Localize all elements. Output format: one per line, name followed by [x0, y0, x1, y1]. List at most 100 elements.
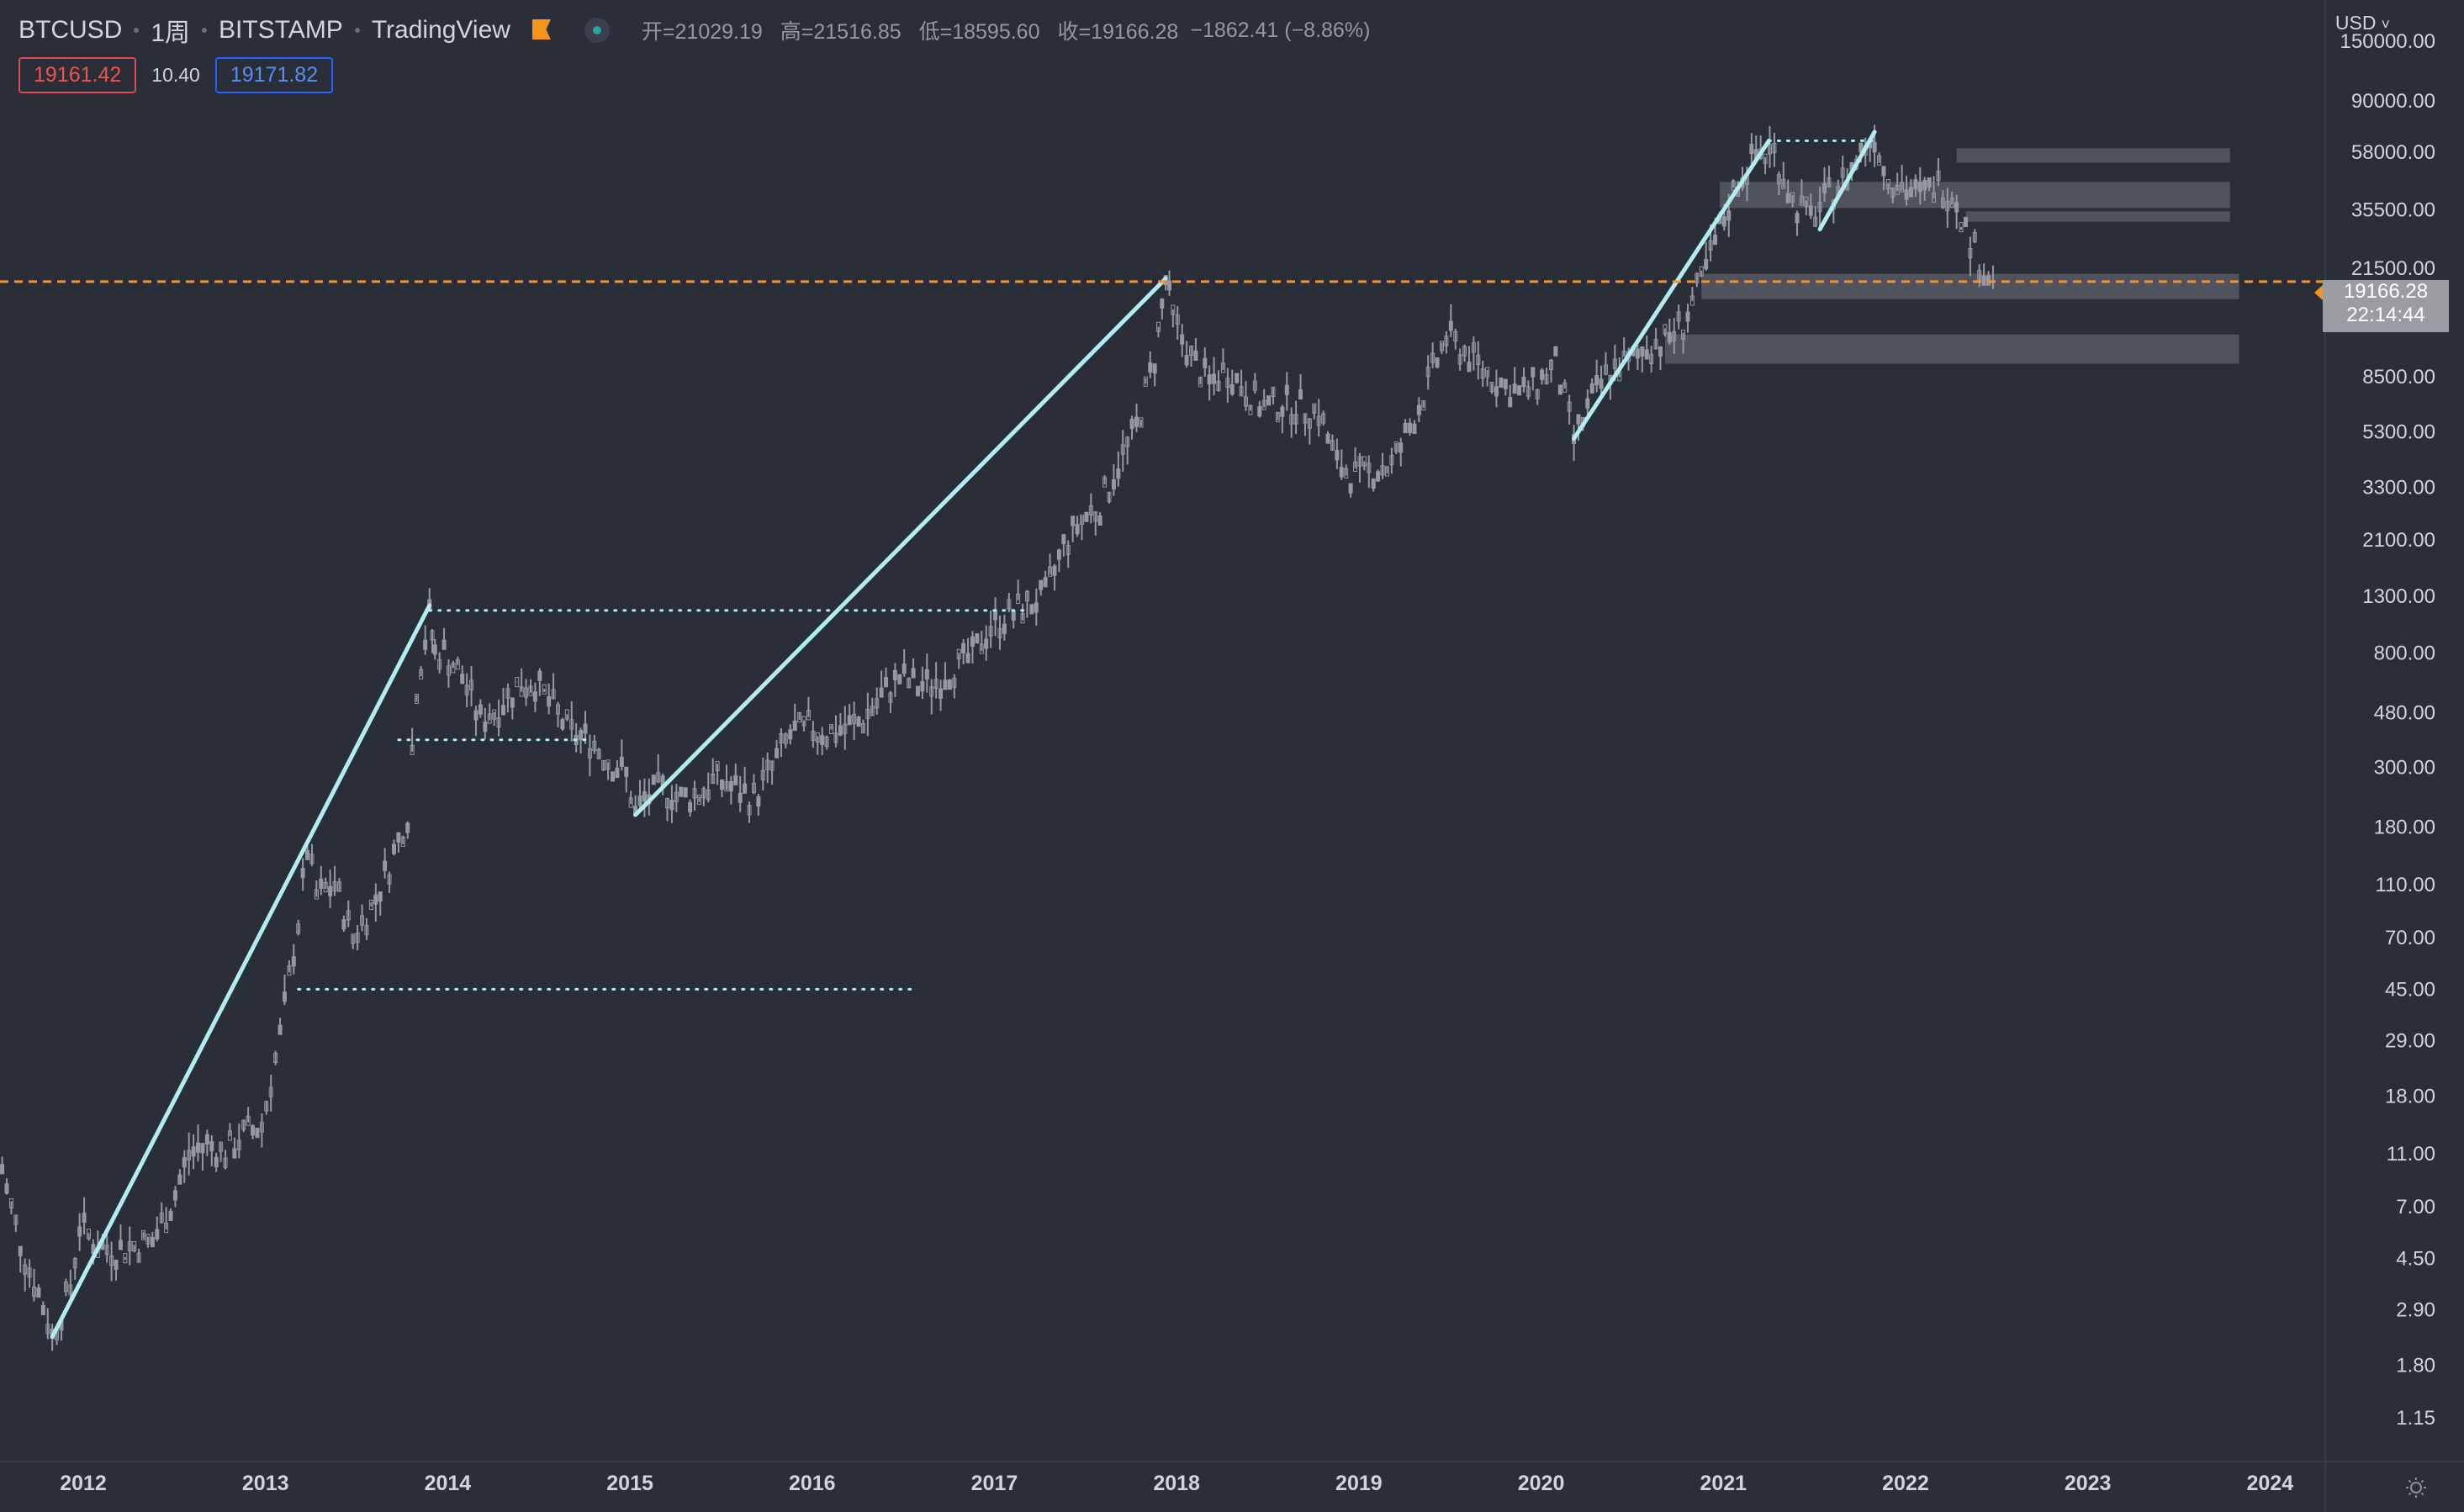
candle-body	[924, 669, 929, 680]
candle-body	[204, 1134, 209, 1145]
candle-body	[1408, 422, 1413, 433]
candle-body	[715, 760, 720, 772]
candle-body	[1043, 577, 1048, 588]
candle-body	[1503, 378, 1508, 389]
symbol-name[interactable]: BTCUSD	[19, 16, 123, 44]
candle-body	[1293, 414, 1298, 425]
candle-body	[423, 639, 428, 650]
candle-body	[1476, 354, 1481, 365]
candle-body	[1075, 524, 1080, 535]
candle-body	[1959, 222, 1964, 233]
candle-body	[1002, 623, 1007, 634]
candle-body	[601, 759, 606, 771]
open-key: 开=	[641, 20, 675, 44]
trendline	[50, 603, 432, 1340]
candle-body	[1557, 384, 1562, 395]
candle-body	[1052, 565, 1057, 576]
candle-body	[132, 1240, 137, 1252]
candle-body	[1120, 444, 1125, 455]
candle-body	[164, 1222, 169, 1234]
x-tick-label: 2012	[60, 1472, 107, 1495]
flag-icon[interactable]	[532, 19, 554, 41]
candle-body	[829, 723, 834, 735]
candle-body	[1189, 345, 1194, 357]
candle-body	[747, 805, 752, 816]
candle-body	[1603, 364, 1608, 375]
y-tick-label: 35500.00	[2351, 198, 2435, 221]
candle-body	[323, 881, 328, 893]
low-key: 低=	[918, 20, 953, 44]
trendline	[633, 276, 1168, 817]
interval-label[interactable]: 1周	[151, 19, 191, 47]
candle-body	[1908, 187, 1913, 198]
currency-selector[interactable]: USD	[2335, 12, 2390, 34]
candle-body	[236, 1139, 241, 1150]
candle-body	[1439, 341, 1444, 352]
sun-icon[interactable]	[2405, 1477, 2427, 1499]
candle-body	[1220, 362, 1225, 373]
candle-body	[364, 925, 369, 936]
candle-body	[1097, 515, 1102, 526]
sell-price-button[interactable]: 19161.42	[19, 57, 137, 93]
candle-body	[1954, 202, 1959, 213]
candle-body	[13, 1214, 19, 1225]
candle-body	[1653, 339, 1658, 350]
candle-body	[415, 693, 420, 705]
candle-body	[738, 792, 743, 803]
candle-body	[783, 733, 788, 744]
candle-body	[1808, 205, 1813, 216]
y-tick-label: 1.80	[2396, 1355, 2435, 1377]
y-tick-label: 21500.00	[2351, 257, 2435, 280]
buy-price-button[interactable]: 19171.82	[214, 57, 334, 93]
candle-body	[1489, 382, 1494, 393]
candle-body	[779, 732, 784, 744]
candle-body	[1284, 384, 1289, 395]
x-tick-label: 2015	[606, 1472, 653, 1495]
candle-body	[177, 1174, 182, 1185]
candle-body	[806, 710, 811, 721]
candle-body	[446, 665, 451, 676]
candle-body	[1940, 197, 1945, 208]
candle-body	[209, 1141, 214, 1152]
candle-body	[619, 756, 624, 767]
candle-body	[432, 644, 437, 655]
candle-body	[1521, 377, 1526, 388]
y-tick-label: 2100.00	[2362, 529, 2435, 552]
candle-body	[564, 709, 569, 720]
high-value: 21516.85	[813, 20, 902, 44]
candle-body	[1020, 613, 1025, 624]
candle-body	[1877, 155, 1882, 166]
candle-body	[1790, 192, 1795, 203]
y-tick-label: 45.00	[2385, 978, 2435, 1001]
candle-body	[487, 713, 492, 724]
candle-body	[1180, 334, 1185, 345]
candle-body	[368, 899, 373, 911]
candle-body	[1088, 505, 1093, 515]
candle-body	[1357, 456, 1362, 467]
candle-body	[1895, 184, 1900, 195]
candle-body	[87, 1229, 92, 1240]
candle-body	[692, 788, 697, 799]
candle-body	[223, 1157, 228, 1168]
x-tick-label: 2017	[971, 1472, 1018, 1495]
candle-body	[1380, 465, 1385, 476]
candle-body	[1731, 180, 1736, 191]
candle-body	[1667, 332, 1672, 343]
candle-body	[196, 1142, 201, 1153]
candle-body	[273, 1052, 278, 1064]
candle-body	[360, 915, 365, 926]
candle-body	[1945, 200, 1950, 212]
candle-body	[109, 1256, 114, 1266]
candle-body	[587, 748, 592, 759]
candle-body	[1471, 342, 1476, 353]
candle-body	[915, 685, 920, 696]
separator-dot	[354, 28, 360, 33]
candle-body	[378, 891, 383, 902]
candle-body	[1093, 511, 1098, 522]
candle-body	[500, 705, 505, 716]
candle-body	[933, 679, 939, 690]
candle-body	[40, 1304, 45, 1316]
candle-body	[505, 688, 510, 699]
candle-body	[1485, 367, 1490, 378]
